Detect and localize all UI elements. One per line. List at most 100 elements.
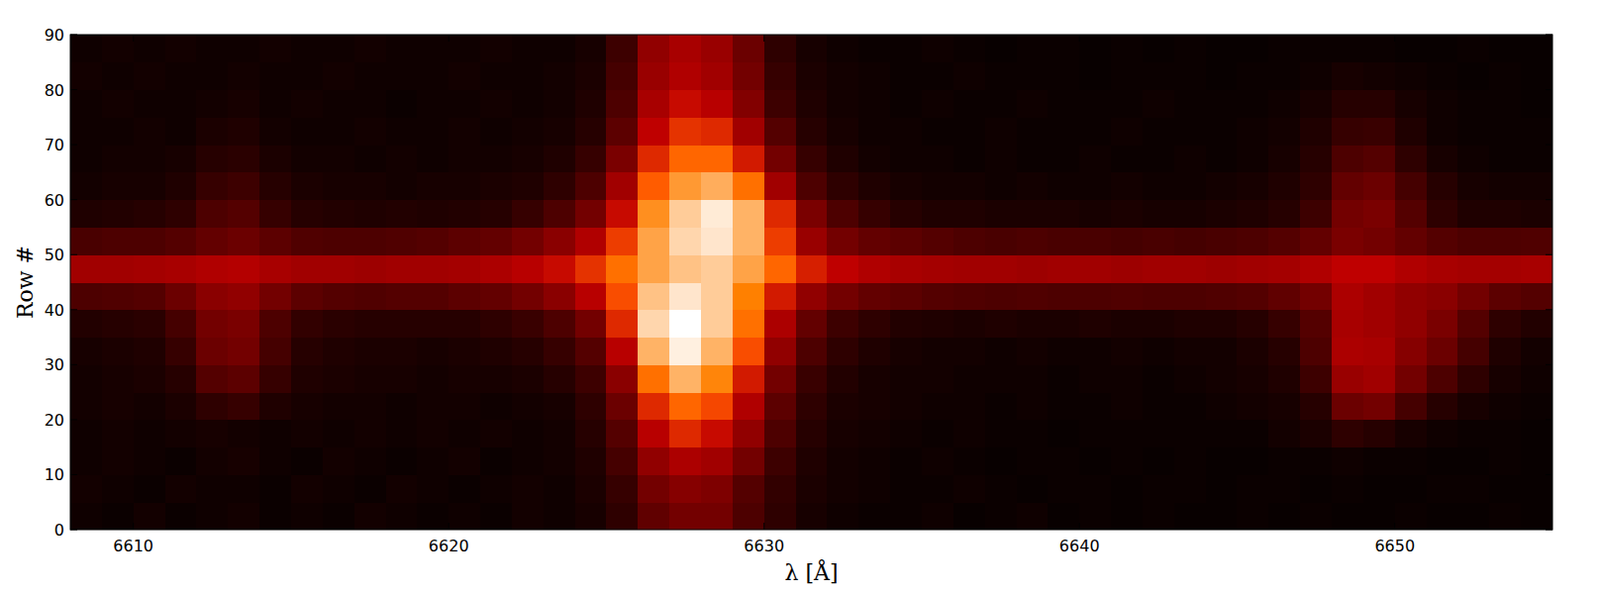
cell: [796, 116, 828, 145]
y-tick: [70, 89, 78, 91]
cell: [259, 254, 292, 283]
cell: [543, 254, 576, 283]
cell: [921, 392, 954, 420]
chart: 661066206630664066500102030405060708090λ…: [0, 0, 1600, 594]
cell: [826, 474, 859, 502]
cell: [196, 34, 228, 63]
cell: [1110, 364, 1143, 393]
cell: [1395, 447, 1427, 476]
cell: [1236, 254, 1269, 283]
cell: [732, 337, 765, 366]
cell: [700, 447, 733, 476]
cell: [543, 501, 576, 530]
cell: [1016, 337, 1049, 366]
cell: [796, 226, 828, 255]
cell: [259, 282, 292, 310]
cell: [416, 392, 449, 420]
y-tick: [70, 529, 78, 531]
cell: [700, 419, 733, 448]
cell: [511, 364, 544, 393]
x-tick-label: 6610: [112, 536, 154, 556]
y-tick-label: 60: [44, 191, 65, 210]
cell: [575, 364, 607, 393]
cell: [1457, 364, 1490, 393]
cell: [575, 226, 607, 255]
cell: [322, 172, 355, 200]
cell: [1331, 144, 1364, 173]
cell: [480, 172, 512, 200]
cell: [700, 34, 733, 63]
cell: [764, 144, 797, 173]
cell: [70, 337, 102, 366]
cell: [386, 364, 418, 393]
cell: [1079, 172, 1111, 200]
cell: [796, 144, 828, 173]
cell: [1426, 62, 1459, 91]
cell: [732, 364, 765, 393]
cell: [543, 364, 576, 393]
cell: [1489, 337, 1521, 366]
cell: [1363, 90, 1396, 118]
cell: [480, 254, 512, 283]
cell: [354, 226, 387, 255]
cell: [480, 447, 512, 476]
cell: [1520, 364, 1553, 393]
cell: [605, 172, 638, 200]
cell: [1426, 474, 1459, 502]
cell: [1520, 116, 1553, 145]
cell: [669, 419, 701, 448]
cell: [1395, 116, 1427, 145]
cell: [1079, 34, 1111, 63]
cell: [700, 90, 733, 118]
cell: [448, 364, 481, 393]
cell: [953, 226, 986, 255]
cell: [985, 419, 1017, 448]
x-axis-label: λ [Å]: [785, 558, 839, 586]
cell: [227, 144, 260, 173]
y-tick: [70, 418, 78, 420]
cell: [133, 226, 166, 255]
cell: [354, 34, 387, 63]
cell: [511, 226, 544, 255]
cell: [101, 90, 134, 118]
cell: [291, 254, 323, 283]
cell: [1363, 501, 1396, 530]
cell: [480, 419, 512, 448]
cell: [764, 226, 797, 255]
cell: [448, 501, 481, 530]
cell: [259, 419, 292, 448]
cell: [1457, 447, 1490, 476]
cell: [1205, 116, 1238, 145]
cell: [1142, 501, 1175, 530]
cell: [921, 282, 954, 310]
cell: [165, 474, 198, 502]
cell: [101, 447, 134, 476]
cell: [1110, 501, 1143, 530]
cell: [826, 419, 859, 448]
cell: [165, 254, 198, 283]
x-tick-label: 6630: [743, 536, 785, 556]
cell: [1016, 90, 1049, 118]
cell: [196, 309, 228, 338]
cell: [133, 501, 166, 530]
cell: [858, 309, 891, 338]
cell: [1331, 364, 1364, 393]
cell: [826, 34, 859, 63]
cell: [826, 226, 859, 255]
cell: [70, 34, 102, 63]
cell: [953, 392, 986, 420]
cell: [1236, 419, 1269, 448]
cell: [1110, 144, 1143, 173]
cell: [511, 337, 544, 366]
cell: [921, 419, 954, 448]
cell: [605, 337, 638, 366]
cell: [511, 144, 544, 173]
cell: [1331, 62, 1364, 91]
cell: [764, 419, 797, 448]
cell: [101, 501, 134, 530]
y-tick-label: 0: [54, 520, 65, 540]
cell: [796, 501, 828, 530]
cell: [416, 144, 449, 173]
cell: [1016, 144, 1049, 173]
cell: [1363, 144, 1396, 173]
